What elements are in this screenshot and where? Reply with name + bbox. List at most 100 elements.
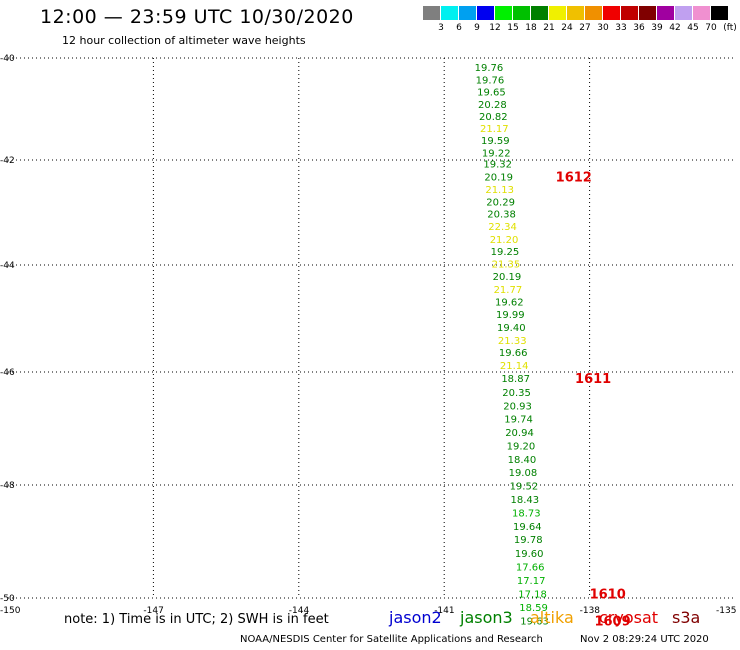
legend-label: 24 xyxy=(561,23,573,33)
legend-label: 39 xyxy=(651,23,663,33)
lon-label: -135 xyxy=(716,606,736,616)
wave-height-value: 21.20 xyxy=(490,235,519,246)
legend-swatch xyxy=(513,6,530,20)
satellite-jason3: jason3 xyxy=(460,608,513,627)
wave-height-value: 20.82 xyxy=(479,112,508,123)
legend-swatch xyxy=(675,6,692,20)
wave-height-value: 19.52 xyxy=(510,482,539,493)
legend-label: 21 xyxy=(543,23,555,33)
legend-swatch xyxy=(495,6,512,20)
wave-height-value: 21.33 xyxy=(498,336,527,347)
wave-height-value: 19.99 xyxy=(496,310,525,321)
lon-label: -141 xyxy=(434,606,454,616)
wave-height-value: 20.19 xyxy=(484,172,513,183)
legend-swatch xyxy=(693,6,710,20)
legend-label: 70 xyxy=(705,23,717,33)
legend-label: 6 xyxy=(456,23,462,33)
lon-label: -138 xyxy=(580,606,601,616)
wave-height-value: 19.78 xyxy=(514,535,543,546)
wave-height-value: 18.40 xyxy=(508,455,537,466)
legend-label: 27 xyxy=(579,23,591,33)
wave-height-value: 18.43 xyxy=(511,495,540,506)
wave-height-value: 20.29 xyxy=(486,197,515,208)
legend-swatch xyxy=(621,6,638,20)
wave-height-value: 20.28 xyxy=(478,100,507,111)
wave-height-value: 19.40 xyxy=(497,323,526,334)
wave-height-value: 20.35 xyxy=(502,388,531,399)
wave-height-value: 20.19 xyxy=(493,272,522,283)
wave-height-value: 21.17 xyxy=(480,124,509,135)
track-id-label: 1611 xyxy=(575,372,611,387)
wave-height-value: 19.60 xyxy=(515,549,544,560)
wave-height-value: 20.38 xyxy=(487,210,516,221)
lat-label: -46 xyxy=(0,368,15,378)
wave-height-value: 21.13 xyxy=(485,185,514,196)
legend-swatch xyxy=(711,6,728,20)
wave-height-value: 19.22 xyxy=(482,148,511,159)
wave-height-value: 19.65 xyxy=(477,88,506,99)
legend-label: 45 xyxy=(687,23,699,33)
legend-label: 30 xyxy=(597,23,609,33)
wave-height-value: 19.64 xyxy=(513,522,542,533)
wave-height-value: 21.35 xyxy=(492,259,521,270)
lat-label: -48 xyxy=(0,481,15,491)
legend-label: 36 xyxy=(633,23,645,33)
legend-swatch xyxy=(477,6,494,20)
legend-label: 42 xyxy=(669,23,681,33)
legend-label: 15 xyxy=(507,23,519,33)
lat-label: -42 xyxy=(0,156,15,166)
wave-height-value: 19.32 xyxy=(483,160,512,171)
lat-label: -40 xyxy=(0,54,15,64)
legend-unit: (ft) xyxy=(723,23,737,33)
wave-height-value: 19.08 xyxy=(509,468,538,479)
legend-swatch xyxy=(585,6,602,20)
wave-height-value: 18.87 xyxy=(501,374,530,385)
track-id-label: 1610 xyxy=(590,587,626,602)
legend-swatch xyxy=(567,6,584,20)
wave-height-value: 21.77 xyxy=(494,285,523,296)
legend-swatch xyxy=(639,6,656,20)
wave-height-value: 19.76 xyxy=(475,63,504,74)
lon-label: -150 xyxy=(0,606,21,616)
note-text: note: 1) Time is in UTC; 2) SWH is in fe… xyxy=(64,612,329,627)
legend-swatch xyxy=(459,6,476,20)
legend-label: 33 xyxy=(615,23,627,33)
legend-swatch xyxy=(657,6,674,20)
track-id-label: 1612 xyxy=(556,170,592,185)
wave-height-value: 19.76 xyxy=(476,75,505,86)
track-id-label: 1609 xyxy=(594,614,630,629)
lon-label: -147 xyxy=(143,606,163,616)
page-subtitle: 12 hour collection of altimeter wave hei… xyxy=(62,34,306,47)
lon-label: -144 xyxy=(289,606,310,616)
legend-swatch xyxy=(441,6,458,20)
wave-height-value: 17.17 xyxy=(517,576,546,587)
wave-height-value: 19.59 xyxy=(481,136,510,147)
wave-height-value: 17.18 xyxy=(518,589,547,600)
wave-height-value: 20.94 xyxy=(505,428,534,439)
wave-height-value: 19.74 xyxy=(504,414,533,425)
lat-label: -44 xyxy=(0,261,15,271)
legend-swatch xyxy=(531,6,548,20)
wave-height-value: 18.59 xyxy=(519,603,548,614)
timestamp-text: Nov 2 08:29:24 UTC 2020 xyxy=(580,634,709,645)
wave-height-value: 19.63 xyxy=(520,616,549,627)
wave-height-value: 19.62 xyxy=(495,297,524,308)
legend-swatch xyxy=(603,6,620,20)
wave-height-value: 20.93 xyxy=(503,401,532,412)
legend-label: 12 xyxy=(489,23,501,33)
satellite-cryosat: cryosat xyxy=(599,608,659,627)
wave-height-value: 22.34 xyxy=(488,222,517,233)
lat-label: -50 xyxy=(0,594,15,604)
wave-height-value: 17.66 xyxy=(516,562,545,573)
legend-label: 3 xyxy=(438,23,444,33)
satellite-jason2: jason2 xyxy=(389,608,442,627)
credit-text: NOAA/NESDIS Center for Satellite Applica… xyxy=(240,634,543,645)
legend-swatch xyxy=(549,6,566,20)
legend-label: 9 xyxy=(474,23,480,33)
satellite-altika: altika xyxy=(530,608,574,627)
legend-swatch xyxy=(423,6,440,20)
wave-height-value: 21.14 xyxy=(500,361,529,372)
page-title: 12:00 — 23:59 UTC 10/30/2020 xyxy=(40,6,354,28)
wave-height-value: 19.25 xyxy=(491,247,520,258)
